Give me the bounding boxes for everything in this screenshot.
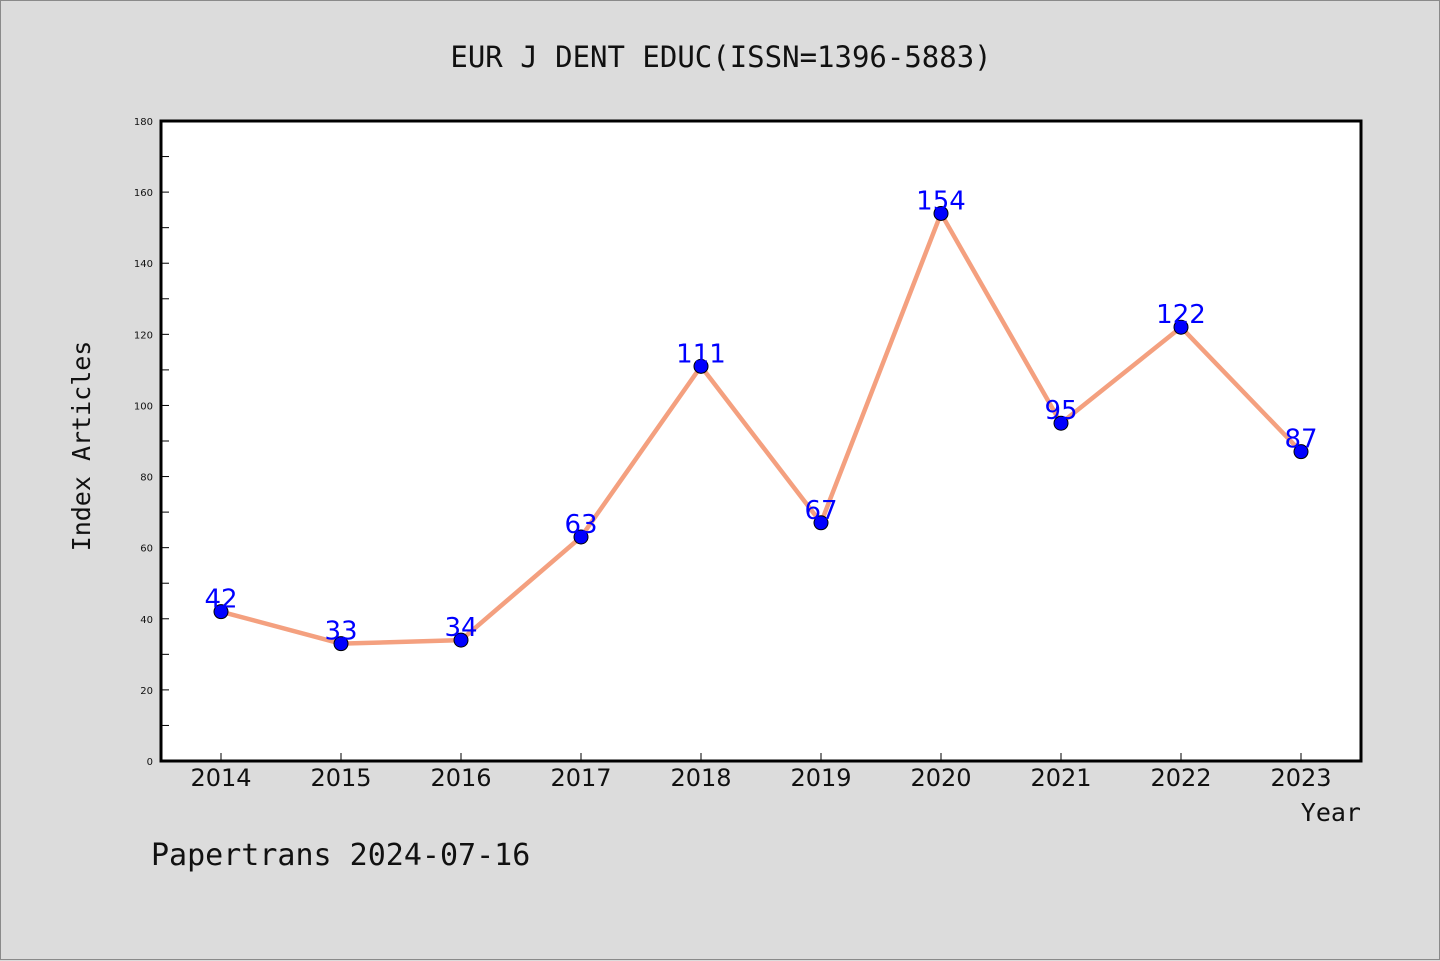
data-point bbox=[933, 205, 949, 221]
data-label: 87 bbox=[1284, 425, 1317, 455]
data-label: 95 bbox=[1044, 396, 1077, 426]
data-series bbox=[213, 205, 1309, 652]
data-label: 67 bbox=[804, 496, 837, 526]
x-tick-label: 2016 bbox=[430, 764, 491, 792]
y-tick-label: 160 bbox=[134, 188, 153, 199]
data-point bbox=[1053, 415, 1069, 431]
data-label: 42 bbox=[204, 585, 237, 615]
y-axis-label: Index Articles bbox=[67, 341, 96, 552]
x-tick-label: 2020 bbox=[910, 764, 971, 792]
y-tick-label: 40 bbox=[140, 615, 153, 626]
x-axis-label: Year bbox=[1301, 798, 1361, 827]
x-tick-label: 2021 bbox=[1030, 764, 1091, 792]
plot-border bbox=[159, 119, 1363, 763]
y-tick-label: 120 bbox=[134, 330, 153, 341]
data-point bbox=[453, 632, 469, 648]
data-point bbox=[1293, 444, 1309, 460]
y-tick-label: 100 bbox=[134, 401, 153, 412]
data-label: 33 bbox=[324, 617, 357, 647]
footer-stamp: Papertrans 2024-07-16 bbox=[151, 838, 530, 873]
x-tick-label: 2017 bbox=[550, 764, 611, 792]
x-tick-label: 2022 bbox=[1150, 764, 1211, 792]
data-point bbox=[813, 515, 829, 531]
axis-ticks: 0 20 40 60 80 100 120 140 160 180 2014 2015 2016 2017… bbox=[134, 117, 1332, 792]
data-label: 111 bbox=[676, 339, 726, 369]
chart-title: EUR J DENT EDUC(ISSN=1396-5883) bbox=[450, 40, 991, 74]
y-tick-label: 0 bbox=[147, 757, 153, 768]
y-tick-label: 20 bbox=[140, 686, 153, 697]
data-point bbox=[213, 604, 229, 620]
data-point bbox=[573, 529, 589, 545]
data-point bbox=[333, 636, 349, 652]
x-tick-label: 2023 bbox=[1270, 764, 1331, 792]
data-label: 34 bbox=[444, 613, 477, 643]
data-point bbox=[693, 358, 709, 374]
y-tick-label: 180 bbox=[134, 117, 153, 128]
x-tick-label: 2014 bbox=[190, 764, 251, 792]
data-label: 154 bbox=[916, 186, 966, 216]
y-tick-label: 80 bbox=[140, 473, 153, 484]
y-tick-label: 60 bbox=[140, 544, 153, 555]
data-labels: 42 33 34 63 111 67 154 95 122 87 bbox=[204, 186, 1317, 646]
data-label: 63 bbox=[564, 510, 597, 540]
x-tick-label: 2018 bbox=[670, 764, 731, 792]
data-label: 122 bbox=[1156, 300, 1206, 330]
x-tick-label: 2019 bbox=[790, 764, 851, 792]
data-point bbox=[1173, 319, 1189, 335]
series-line bbox=[218, 211, 1304, 646]
x-tick-label: 2015 bbox=[310, 764, 371, 792]
y-tick-label: 140 bbox=[134, 259, 153, 270]
